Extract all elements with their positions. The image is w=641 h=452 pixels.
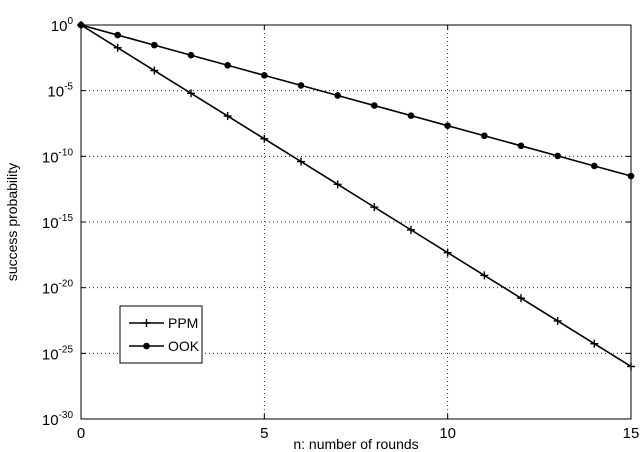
data-point-ook [187,51,195,59]
data-point-ppm [480,271,489,280]
y-tick-label: 100 [51,16,74,35]
grid [81,25,631,419]
y-tick-label: 10-20 [42,279,74,298]
y-tick-label: 10-30 [42,410,74,429]
series-layer [77,21,635,371]
x-axis-label: n: number of rounds [293,436,418,452]
data-point-ppm [370,203,379,212]
data-point-ook [297,82,305,89]
y-tick-label: 10-5 [47,82,73,101]
data-point-ppm [590,339,599,348]
data-point-ook [224,61,231,69]
data-point-ppm [223,112,232,121]
data-point-ook [114,31,121,39]
data-point-ook [554,152,561,160]
legend-box [119,305,203,364]
data-point-ook [517,142,525,150]
x-tick-label: 10 [439,425,456,442]
data-point-ppm [187,89,195,98]
legend-label-ook: OOK [168,338,200,354]
legend-label-ppm: PPM [168,315,198,331]
series-line-ppm [80,24,632,368]
x-tick-label: 0 [77,425,85,442]
data-point-ppm [113,43,122,52]
axis-ticks: 0 5 10 15 100 10-5 10-10 10-15 10-20 10-25 10-30 [42,16,639,442]
data-point-ppm [260,134,269,143]
data-point-ppm [553,316,562,325]
legend-marker-ook [143,342,150,350]
legend: PPM OOK [119,305,203,364]
data-point-ook [151,41,158,49]
y-tick-label: 10-10 [42,147,74,166]
series-line-ook [80,24,632,177]
legend-item-ppm: PPM [129,315,198,331]
data-point-ppm [150,66,159,75]
x-tick-label: 15 [623,425,640,442]
legend-item-ook: OOK [129,338,200,354]
data-point-ook [444,122,451,129]
data-point-ppm [407,225,415,234]
x-tick-label: 5 [260,425,268,442]
y-tick-label: 10-15 [42,213,74,232]
data-point-ook [481,132,488,140]
data-point-ppm [443,248,452,257]
data-point-ook [334,92,341,99]
data-point-ppm [297,157,305,166]
y-axis-label: success probability [4,163,20,281]
data-point-ook [371,102,378,109]
data-point-ppm [333,180,342,189]
legend-marker-ppm [142,319,151,327]
data-point-ook [591,162,598,170]
y-tick-label: 10-25 [42,344,74,363]
data-point-ook [407,112,415,119]
data-point-ook [261,72,268,79]
data-point-ppm [517,294,525,303]
